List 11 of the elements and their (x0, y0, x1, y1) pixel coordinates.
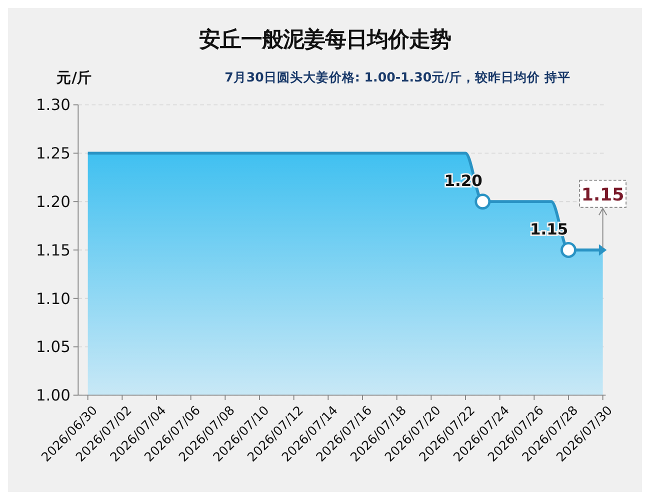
annotation: 1.15 (581, 186, 624, 206)
y-tick-label: 1.25 (36, 144, 70, 163)
chart-title: 安丘一般泥姜每日均价走势 (199, 28, 451, 53)
y-tick-label: 1.15 (36, 241, 70, 260)
y-tick-label: 1.00 (36, 386, 70, 405)
y-tick-label: 1.20 (36, 193, 70, 212)
y-tick-label: 1.10 (36, 290, 70, 308)
y-tick-label: 1.05 (36, 338, 70, 356)
chart-subtitle: 7月30日圆头大姜价格: 1.00-1.30元/斤，较昨日均价 持平 (224, 70, 571, 85)
y-tick-label: 1.30 (36, 96, 70, 114)
y-axis-title: 元/斤 (56, 70, 92, 87)
